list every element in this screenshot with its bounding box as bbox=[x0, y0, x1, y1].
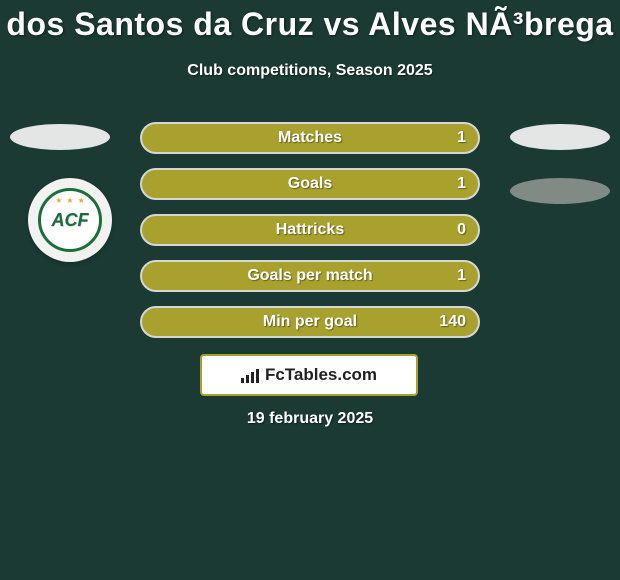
page-title: dos Santos da Cruz vs Alves NÃ³brega bbox=[0, 6, 620, 43]
stat-label: Matches bbox=[142, 129, 478, 147]
stat-value-right: 1 bbox=[457, 175, 466, 193]
stat-label: Hattricks bbox=[142, 221, 478, 239]
stat-value-right: 1 bbox=[457, 129, 466, 147]
player-avatar-placeholder bbox=[510, 178, 610, 204]
logo-text: FcTables.com bbox=[265, 365, 377, 385]
star-icon: ★ bbox=[55, 197, 62, 205]
club-badge: ★ ★ ★ ACF bbox=[28, 178, 112, 262]
star-icon: ★ bbox=[66, 197, 73, 205]
date-text: 19 february 2025 bbox=[0, 410, 620, 428]
badge-stars: ★ ★ ★ bbox=[41, 197, 99, 205]
stat-row: Matches1 bbox=[140, 122, 480, 154]
stat-row: Goals per match1 bbox=[140, 260, 480, 292]
badge-text: ACF bbox=[52, 210, 89, 231]
logo-bars-icon bbox=[241, 367, 259, 383]
star-icon: ★ bbox=[78, 197, 85, 205]
subtitle: Club competitions, Season 2025 bbox=[0, 62, 620, 80]
fctables-logo: FcTables.com bbox=[200, 354, 418, 396]
player-avatar-placeholder bbox=[510, 124, 610, 150]
logo-bar bbox=[241, 378, 244, 383]
stat-label: Goals per match bbox=[142, 267, 478, 285]
stat-value-right: 0 bbox=[457, 221, 466, 239]
stat-label: Min per goal bbox=[142, 313, 478, 331]
club-badge-inner: ★ ★ ★ ACF bbox=[38, 188, 102, 252]
stat-value-right: 1 bbox=[457, 267, 466, 285]
stat-value-right: 140 bbox=[439, 313, 466, 331]
stat-label: Goals bbox=[142, 175, 478, 193]
stat-row: Hattricks0 bbox=[140, 214, 480, 246]
logo-bar bbox=[251, 372, 254, 383]
stat-row: Goals1 bbox=[140, 168, 480, 200]
player-avatar-placeholder bbox=[10, 124, 110, 150]
infographic-root: dos Santos da Cruz vs Alves NÃ³brega Clu… bbox=[0, 0, 620, 580]
logo-bar bbox=[256, 369, 259, 383]
stat-row: Min per goal140 bbox=[140, 306, 480, 338]
logo-bar bbox=[246, 375, 249, 383]
